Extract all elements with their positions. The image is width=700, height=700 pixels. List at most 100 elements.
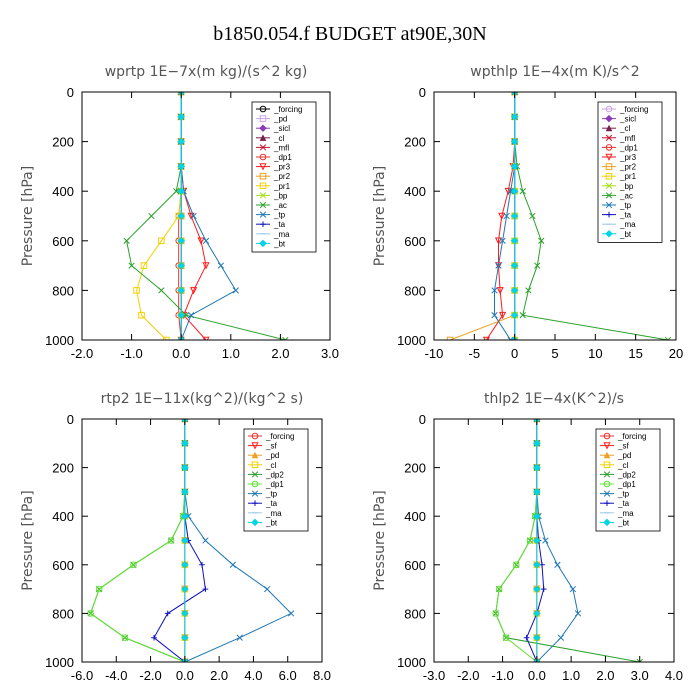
data-point [540, 586, 547, 592]
data-point [495, 585, 503, 593]
y-tick-label: 0 [67, 85, 74, 100]
legend-label: _forcing [619, 105, 648, 114]
data-point [510, 311, 519, 319]
legend-marker [251, 480, 259, 488]
x-tick-label: 2.0 [596, 668, 614, 683]
legend-item: _ma [602, 220, 636, 229]
legend-item: _cl [256, 134, 284, 143]
data-point [529, 212, 536, 220]
legend-marker [603, 451, 611, 459]
legend-label: _tp [265, 490, 278, 499]
data-point [533, 585, 541, 593]
legend-item: _bt [256, 239, 286, 248]
y-tick-label: 400 [404, 509, 426, 524]
data-point [512, 561, 520, 569]
legend-label: _ta [265, 499, 278, 508]
legend-label: _sf [617, 442, 629, 451]
legend-label: _tp [617, 490, 630, 499]
series-bt [510, 92, 519, 340]
y-tick-label: 800 [404, 283, 426, 298]
y-axis-label: Pressure [hPa] [372, 490, 388, 590]
legend-item: _bp [602, 182, 634, 191]
data-point [554, 561, 561, 568]
legend-label: _ac [619, 191, 633, 200]
legend-marker [605, 153, 613, 161]
data-point [167, 537, 175, 544]
legend-marker [259, 134, 267, 141]
legend-marker [603, 518, 611, 527]
data-point [502, 634, 510, 642]
data-point [557, 634, 565, 641]
legend-marker [605, 124, 613, 132]
legend-item: _pr1 [256, 182, 291, 191]
legend-label: _mfl [619, 134, 635, 143]
y-tick-label: 200 [404, 135, 426, 150]
data-point [282, 336, 289, 340]
legend-marker [259, 124, 267, 132]
data-point [236, 634, 243, 641]
legend-item: _tp [248, 490, 278, 499]
y-tick-label: 1000 [45, 655, 74, 670]
legend-label: _ta [619, 211, 632, 220]
y-tick-label: 1000 [397, 655, 426, 670]
y-axis-label: Pressure [hPa] [20, 166, 36, 266]
data-point [181, 419, 189, 423]
legend-marker [603, 471, 611, 478]
data-point [177, 311, 185, 319]
data-point [526, 537, 534, 544]
data-point [229, 561, 237, 568]
data-point [510, 261, 519, 270]
series-line [136, 92, 182, 340]
plot-area [123, 92, 289, 340]
y-tick-label: 400 [404, 184, 426, 199]
legend-label: _pr1 [619, 172, 637, 181]
legend-item: _dp1 [248, 480, 284, 489]
x-tick-label: 8.0 [313, 668, 331, 683]
x-tick-label: -4.0 [105, 668, 127, 683]
data-point [173, 188, 180, 195]
data-point [217, 262, 225, 269]
legend-item: _pd [600, 451, 631, 460]
legend-item: _ac [256, 201, 287, 210]
legend-marker [251, 461, 259, 469]
data-point [202, 336, 210, 340]
data-point [533, 439, 541, 448]
data-point [181, 585, 189, 593]
legend-label: _dp1 [617, 480, 636, 489]
series-line [153, 419, 206, 662]
panel-title: thlp2 1E−4x(K^2)/s [484, 391, 624, 407]
x-tick-label: 10 [588, 346, 602, 361]
data-point [123, 237, 130, 244]
data-point [177, 212, 185, 220]
legend-item: _dp2 [248, 470, 284, 479]
legend-label: _cl [265, 461, 276, 470]
data-point [533, 609, 541, 618]
legend-marker [251, 518, 259, 527]
legend-item: _mfl [602, 134, 635, 143]
chart-panel-3: rtp2 1E−11x(kg^2)/(kg^2 s) Pressure [hPa]… [20, 391, 331, 683]
data-point [158, 237, 165, 245]
legend-marker [252, 500, 258, 506]
x-tick-label: 0.0 [172, 346, 190, 361]
legend-item: _bp [256, 191, 288, 200]
data-point [533, 419, 541, 423]
data-point [181, 561, 189, 569]
data-point [190, 212, 197, 220]
legend-item: _pr3 [602, 153, 637, 162]
legend-label: _forcing [265, 432, 294, 441]
series-bt [533, 419, 541, 662]
legend-marker [605, 134, 613, 141]
legend-label: _pr3 [619, 153, 637, 162]
legend-marker [251, 451, 259, 459]
y-tick-label: 0 [419, 412, 426, 427]
data-point [128, 262, 135, 269]
data-point [181, 463, 189, 472]
panel-title: wprtp 1E−7x(m kg)/(s^2 kg) [105, 64, 308, 80]
legend-label: _ac [273, 201, 287, 210]
legend-label: _pd [617, 451, 631, 460]
legend-label: _ma [617, 509, 634, 518]
chart-panel-1: wprtp 1E−7x(m kg)/(s^2 kg) Pressure [hPa]… [20, 64, 339, 361]
data-point [534, 262, 541, 269]
panel-title: wpthlp 1E−4x(m K)/s^2 [470, 64, 639, 80]
